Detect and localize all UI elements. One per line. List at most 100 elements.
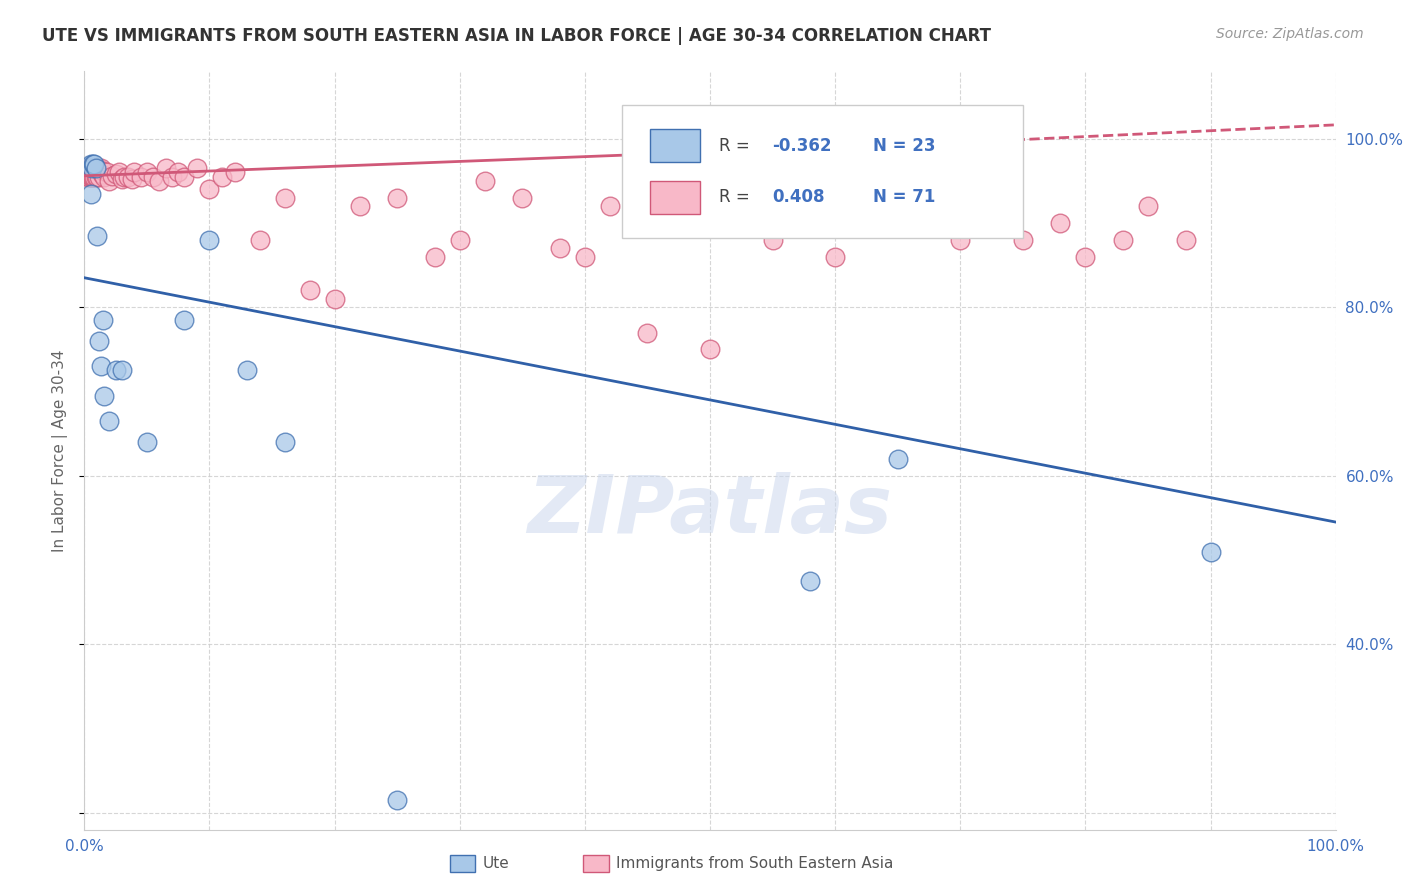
Point [124, 165, 146, 179]
Point [82, 161, 104, 176]
Point [136, 165, 159, 179]
Point [1112, 233, 1135, 247]
Point [1174, 233, 1197, 247]
Point [79, 169, 101, 184]
Point [90, 167, 112, 181]
Point [108, 165, 131, 179]
Point [155, 161, 177, 176]
Bar [650, 129, 700, 162]
Point [136, 435, 159, 450]
Point [1199, 544, 1222, 558]
Point [423, 250, 446, 264]
Point [349, 199, 371, 213]
Point [80, 161, 103, 176]
Point [91, 163, 114, 178]
Point [148, 174, 170, 188]
Y-axis label: In Labor Force | Age 30-34: In Labor Force | Age 30-34 [52, 349, 69, 552]
Point [167, 165, 190, 179]
Point [637, 326, 659, 340]
Point [121, 172, 143, 186]
Point [887, 451, 910, 466]
Point [249, 233, 271, 247]
Point [512, 191, 534, 205]
Point [82, 169, 104, 184]
Point [198, 182, 221, 196]
Point [474, 174, 496, 188]
Point [273, 435, 295, 450]
Point [77, 161, 100, 176]
Point [89, 334, 111, 348]
Point [111, 363, 134, 377]
Point [129, 169, 152, 184]
Point [98, 174, 121, 188]
Point [799, 574, 821, 588]
Text: 0.408: 0.408 [773, 188, 825, 206]
Point [111, 172, 134, 186]
Point [83, 157, 105, 171]
Point [80, 161, 103, 176]
Point [824, 250, 846, 264]
Point [224, 165, 246, 179]
Point [236, 363, 259, 377]
Point [949, 233, 972, 247]
Point [298, 284, 321, 298]
Point [273, 191, 295, 205]
Point [1012, 233, 1035, 247]
Point [101, 169, 124, 183]
Text: R =: R = [718, 188, 761, 206]
Point [117, 169, 139, 184]
Point [449, 233, 471, 247]
Point [86, 161, 108, 176]
Point [93, 389, 115, 403]
Point [142, 169, 165, 184]
Point [1049, 216, 1071, 230]
Point [112, 169, 135, 184]
Text: -0.362: -0.362 [773, 136, 832, 154]
Text: Ute: Ute [482, 856, 509, 871]
Text: UTE VS IMMIGRANTS FROM SOUTH EASTERN ASIA IN LABOR FORCE | AGE 30-34 CORRELATION: UTE VS IMMIGRANTS FROM SOUTH EASTERN ASI… [42, 27, 991, 45]
Point [83, 169, 105, 184]
FancyBboxPatch shape [623, 105, 1024, 238]
Point [173, 313, 195, 327]
Point [98, 414, 121, 428]
Point [1136, 199, 1159, 213]
Point [699, 343, 721, 357]
Point [1074, 250, 1097, 264]
Point [79, 161, 101, 176]
Text: Source: ZipAtlas.com: Source: ZipAtlas.com [1216, 27, 1364, 41]
Point [160, 169, 183, 184]
Text: N = 71: N = 71 [873, 188, 935, 206]
Point [91, 313, 114, 327]
Point [89, 169, 111, 184]
Point [887, 199, 910, 213]
Point [90, 359, 112, 374]
Text: ZIPatlas: ZIPatlas [527, 472, 893, 550]
Point [673, 216, 696, 230]
Point [198, 233, 221, 247]
Point [323, 292, 346, 306]
Point [83, 161, 105, 176]
Point [86, 228, 108, 243]
Text: N = 23: N = 23 [873, 136, 935, 154]
Bar [650, 180, 700, 214]
Text: Immigrants from South Eastern Asia: Immigrants from South Eastern Asia [616, 856, 893, 871]
Point [104, 167, 127, 181]
Point [79, 157, 101, 171]
Point [84, 169, 107, 184]
Point [79, 186, 101, 201]
Point [762, 233, 785, 247]
Point [77, 169, 100, 184]
Point [86, 169, 108, 184]
Point [84, 161, 107, 176]
Point [173, 169, 195, 184]
Point [90, 161, 112, 176]
Text: R =: R = [718, 136, 755, 154]
Point [93, 169, 115, 184]
Point [211, 169, 233, 184]
Point [79, 169, 101, 184]
Point [599, 199, 621, 213]
Point [84, 161, 107, 176]
Point [79, 161, 101, 176]
Point [974, 157, 997, 171]
Point [385, 191, 409, 205]
